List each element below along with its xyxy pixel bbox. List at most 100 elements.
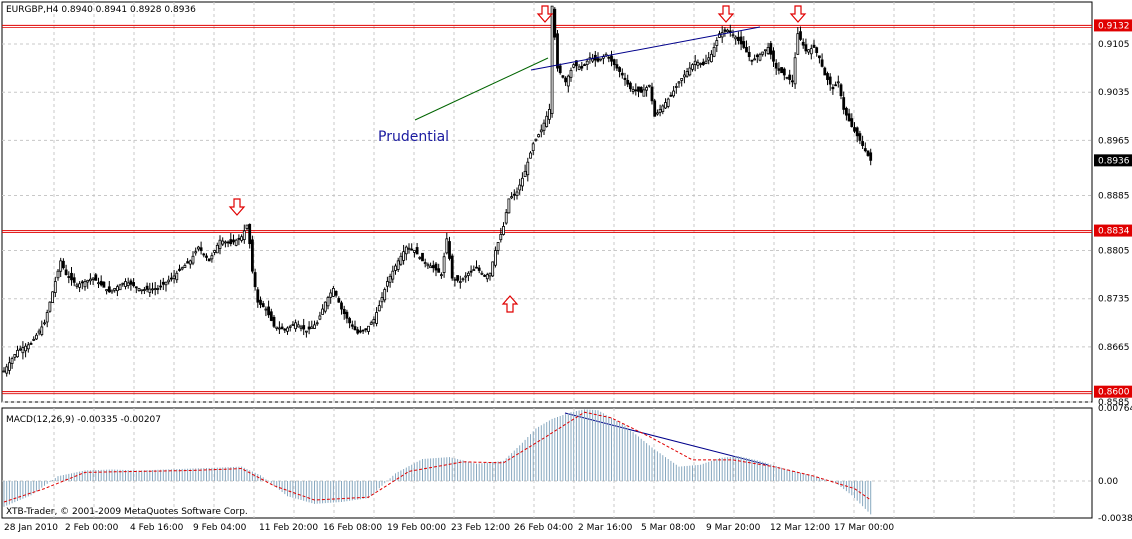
candle-body <box>186 261 190 264</box>
candle-body <box>261 303 265 308</box>
candle-body <box>167 279 171 283</box>
candle-body <box>534 138 538 141</box>
candle-body <box>863 148 867 152</box>
candle-body <box>483 274 487 277</box>
candle-body <box>542 122 546 131</box>
candle-body <box>64 269 68 276</box>
candle-body <box>153 288 157 291</box>
price-pane-frame <box>1 1 1093 403</box>
candle-body <box>129 280 133 285</box>
candle-body <box>16 349 19 358</box>
candle-body <box>40 326 44 335</box>
candle-body <box>466 272 470 276</box>
candle-body <box>45 312 49 323</box>
candle-body <box>623 77 627 80</box>
candle-body <box>469 270 473 273</box>
candle-body <box>647 84 651 87</box>
candle-body <box>148 288 152 293</box>
candle-body <box>642 89 646 97</box>
candle-body <box>259 299 262 305</box>
candle-body <box>493 250 497 266</box>
candle-body <box>521 177 524 187</box>
candle-body <box>477 267 481 271</box>
down-arrow-icon <box>717 5 735 23</box>
candle-body <box>375 312 379 324</box>
candle-body <box>518 184 522 191</box>
candle-body <box>442 256 446 273</box>
prudential-annotation: Prudential <box>378 129 449 145</box>
candle-body <box>696 61 700 66</box>
candle-body <box>110 289 114 293</box>
candle-body <box>685 71 689 77</box>
candle-body <box>21 347 25 354</box>
macd-pane-frame <box>1 407 1093 519</box>
candle-body <box>531 143 535 152</box>
candle-body <box>866 150 870 156</box>
candle-body <box>645 87 648 91</box>
candle-body <box>693 60 697 65</box>
candle-body <box>275 326 279 329</box>
candle-body <box>637 86 640 92</box>
candle-body <box>453 278 457 281</box>
candle-body <box>310 326 314 329</box>
x-tick-label: 2 Mar 16:00 <box>578 523 633 533</box>
candle-body <box>666 98 670 107</box>
candle-body <box>618 67 621 72</box>
candle-body <box>739 36 743 45</box>
candle-body <box>742 41 746 48</box>
candle-body <box>629 82 632 90</box>
current-price-tag <box>1094 154 1132 167</box>
candle-body <box>791 80 794 83</box>
candle-body <box>718 33 721 38</box>
candle-body <box>402 251 406 261</box>
up-arrow-icon <box>501 295 519 313</box>
level-price-tag <box>1094 224 1132 237</box>
candle-body <box>801 41 805 46</box>
candle-body <box>358 330 362 333</box>
candle-body <box>159 285 163 288</box>
x-tick-label: 26 Feb 04:00 <box>514 523 573 533</box>
candle-body <box>196 246 200 250</box>
candle-body <box>761 51 765 55</box>
candle-body <box>585 60 589 65</box>
candle-body <box>539 129 543 133</box>
x-tick-label: 2 Feb 00:00 <box>65 523 119 533</box>
trendline-blue-upper <box>530 26 761 71</box>
candle-body <box>488 272 492 277</box>
candle-body <box>342 308 346 315</box>
candle-body <box>472 269 476 271</box>
candle-body <box>72 277 76 283</box>
candle-body <box>221 240 225 245</box>
candle-body <box>53 281 57 293</box>
candle-body <box>796 33 800 55</box>
candle-body <box>199 247 203 251</box>
candle-body <box>515 191 519 196</box>
candle-body <box>456 275 460 281</box>
candle-body <box>553 8 557 38</box>
candle-body <box>337 298 341 303</box>
x-tick-label: 9 Feb 04:00 <box>193 523 247 533</box>
candle-body <box>369 322 373 325</box>
candle-body <box>491 261 495 277</box>
candle-body <box>437 268 441 273</box>
candle-body <box>43 322 46 325</box>
candle-body <box>548 109 551 120</box>
candle-body <box>793 57 797 85</box>
candle-body <box>331 288 335 297</box>
candle-body <box>396 260 400 270</box>
candle-body <box>423 262 427 264</box>
candle-body <box>561 75 565 78</box>
candle-body <box>850 118 854 128</box>
candle-body <box>5 366 9 374</box>
candle-body <box>367 325 370 332</box>
x-tick-label: 5 Mar 08:00 <box>641 523 696 533</box>
candle-body <box>772 50 775 62</box>
level-price-tag <box>1094 385 1132 398</box>
candle-body <box>18 348 22 351</box>
candle-body <box>102 281 106 288</box>
candle-body <box>253 272 257 288</box>
candle-body <box>834 84 837 87</box>
x-tick-label: 28 Jan 2010 <box>4 523 58 533</box>
candle-body <box>78 283 81 288</box>
